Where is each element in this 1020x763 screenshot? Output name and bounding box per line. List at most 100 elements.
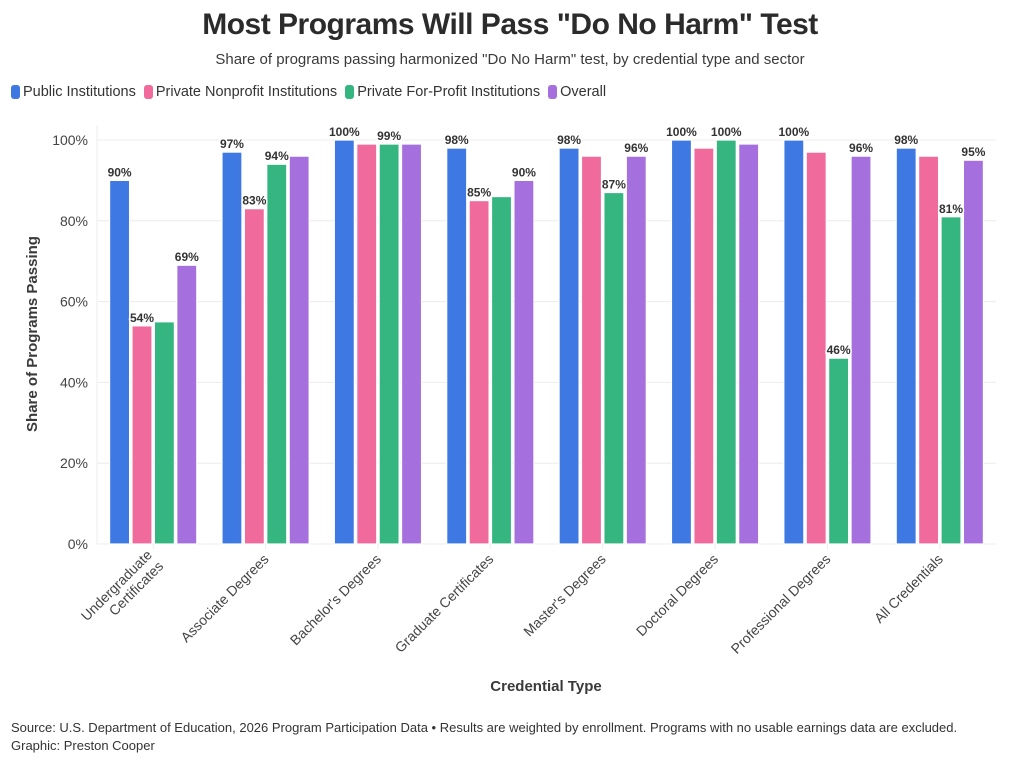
- data-label: 98%: [557, 133, 581, 147]
- legend-item-private-nonprofit[interactable]: Private Nonprofit Institutions: [143, 84, 338, 100]
- y-tick-label: 60%: [60, 294, 88, 310]
- legend-label: Public Institutions: [23, 84, 136, 100]
- legend-label: Overall: [560, 84, 607, 100]
- data-label: 98%: [445, 133, 469, 147]
- bar-private-nonprofit-institutions-1[interactable]: [243, 208, 265, 545]
- bar-private-for-profit-institutions-4[interactable]: [603, 191, 625, 545]
- data-label: 100%: [778, 125, 809, 139]
- bars: [108, 139, 985, 545]
- x-tick-label-line: All Credentials: [871, 551, 946, 626]
- bar-private-for-profit-institutions-5[interactable]: [715, 139, 737, 545]
- source-note: Source: U.S. Department of Education, 20…: [11, 720, 958, 735]
- bar-private-nonprofit-institutions-4[interactable]: [580, 155, 603, 545]
- y-tick-label: 40%: [60, 374, 88, 390]
- bar-overall-4[interactable]: [625, 155, 647, 545]
- bar-public-institutions-3[interactable]: [446, 147, 468, 545]
- footer: Source: U.S. Department of Education, 20…: [11, 719, 957, 755]
- legend: Public Institutions Private Nonprofit In…: [11, 84, 606, 100]
- bar-overall-6[interactable]: [850, 155, 872, 545]
- x-tick-label-line: Master's Degrees: [520, 551, 609, 640]
- bar-private-for-profit-institutions-2[interactable]: [378, 143, 400, 545]
- x-axis-ticks: UndergraduateCertificates Associate Degre…: [78, 544, 946, 657]
- y-tick-label: 80%: [60, 213, 88, 229]
- bar-public-institutions-5[interactable]: [670, 139, 693, 545]
- bar-private-nonprofit-institutions-5[interactable]: [693, 147, 715, 545]
- data-label: 97%: [220, 137, 244, 151]
- x-tick-label: Associate Degrees: [177, 551, 271, 645]
- bar-private-for-profit-institutions-6[interactable]: [828, 357, 850, 545]
- data-label: 100%: [711, 125, 742, 139]
- x-tick-label: UndergraduateCertificates: [78, 546, 167, 635]
- bar-private-nonprofit-institutions-0[interactable]: [131, 325, 153, 545]
- x-tick-label-line: Professional Degrees: [728, 551, 834, 657]
- bar-overall-0[interactable]: [176, 264, 198, 545]
- data-label: 100%: [666, 125, 697, 139]
- y-tick-label: 20%: [60, 455, 88, 471]
- data-label: 95%: [961, 145, 985, 159]
- legend-label: Private For-Profit Institutions: [357, 84, 541, 100]
- legend-swatch-overall: [548, 85, 558, 99]
- legend-item-overall[interactable]: Overall: [548, 84, 606, 100]
- x-tick-label-line: Associate Degrees: [177, 551, 271, 645]
- bar-private-nonprofit-institutions-3[interactable]: [468, 200, 490, 545]
- bar-private-for-profit-institutions-0[interactable]: [153, 321, 175, 545]
- x-tick-label: Master's Degrees: [520, 551, 609, 640]
- bar-public-institutions-6[interactable]: [783, 139, 805, 545]
- bar-public-institutions-1[interactable]: [221, 151, 243, 545]
- x-tick-label-line: Graduate Certificates: [392, 551, 497, 656]
- legend-swatch-public: [11, 85, 20, 99]
- data-label: 96%: [849, 141, 873, 155]
- data-label: 90%: [108, 165, 132, 179]
- data-label: 96%: [624, 141, 648, 155]
- bar-public-institutions-2[interactable]: [333, 139, 355, 545]
- data-label: 83%: [242, 194, 266, 208]
- legend-item-public[interactable]: Public Institutions: [11, 84, 136, 100]
- x-tick-label: Graduate Certificates: [392, 551, 497, 656]
- bar-private-for-profit-institutions-3[interactable]: [490, 195, 513, 545]
- x-tick-label: Professional Degrees: [728, 551, 834, 657]
- bar-public-institutions-0[interactable]: [108, 179, 131, 545]
- x-axis-label: Credential Type: [490, 678, 601, 695]
- data-label: 46%: [827, 343, 851, 357]
- chart-subtitle: Share of programs passing harmonized "Do…: [215, 51, 805, 68]
- bar-public-institutions-7[interactable]: [895, 147, 917, 545]
- chart-title: Most Programs Will Pass "Do No Harm" Tes…: [202, 8, 818, 41]
- bar-overall-1[interactable]: [288, 155, 310, 545]
- data-label: 90%: [512, 165, 536, 179]
- bar-overall-5[interactable]: [738, 143, 760, 545]
- bar-private-for-profit-institutions-1[interactable]: [266, 163, 288, 545]
- y-axis-ticks: 0% 20% 40% 60% 80% 100%: [52, 132, 88, 552]
- legend-swatch-private-nonprofit: [143, 85, 153, 99]
- graphic-credit: Graphic: Preston Cooper: [11, 738, 155, 753]
- data-label: 69%: [175, 250, 199, 264]
- x-tick-label-line: Bachelor's Degrees: [287, 551, 384, 648]
- data-label: 81%: [939, 202, 963, 216]
- legend-item-private-forprofit[interactable]: Private For-Profit Institutions: [345, 84, 540, 100]
- bar-public-institutions-4[interactable]: [558, 147, 580, 545]
- bar-overall-2[interactable]: [400, 143, 423, 545]
- bar-private-nonprofit-institutions-2[interactable]: [356, 143, 378, 545]
- x-tick-label: Bachelor's Degrees: [287, 551, 384, 648]
- data-label: 99%: [377, 129, 401, 143]
- bar-private-nonprofit-institutions-6[interactable]: [805, 151, 827, 545]
- data-labels: 90% 54% 69% 97% 83% 94% 100% 99% 98% 85% 90% 98% 87%…: [106, 124, 987, 359]
- legend-label: Private Nonprofit Institutions: [155, 84, 338, 100]
- legend-swatch-private-forprofit: [345, 85, 355, 99]
- data-label: 85%: [467, 186, 491, 200]
- data-label: 87%: [602, 178, 626, 192]
- data-label: 100%: [329, 125, 360, 139]
- bar-overall-3[interactable]: [513, 179, 535, 545]
- y-axis-label: Share of Programs Passing: [24, 236, 41, 432]
- bar-overall-7[interactable]: [962, 159, 985, 545]
- y-tick-label: 0%: [68, 536, 88, 552]
- bar-private-nonprofit-institutions-7[interactable]: [918, 155, 940, 545]
- bar-private-for-profit-institutions-7[interactable]: [940, 216, 962, 545]
- x-tick-label: Doctoral Degrees: [633, 551, 721, 639]
- x-tick-label-line: Doctoral Degrees: [633, 551, 721, 639]
- data-label: 94%: [265, 149, 289, 163]
- data-label: 54%: [130, 311, 154, 325]
- y-tick-label: 100%: [52, 132, 88, 148]
- data-label: 98%: [894, 133, 918, 147]
- x-tick-label: All Credentials: [871, 551, 946, 626]
